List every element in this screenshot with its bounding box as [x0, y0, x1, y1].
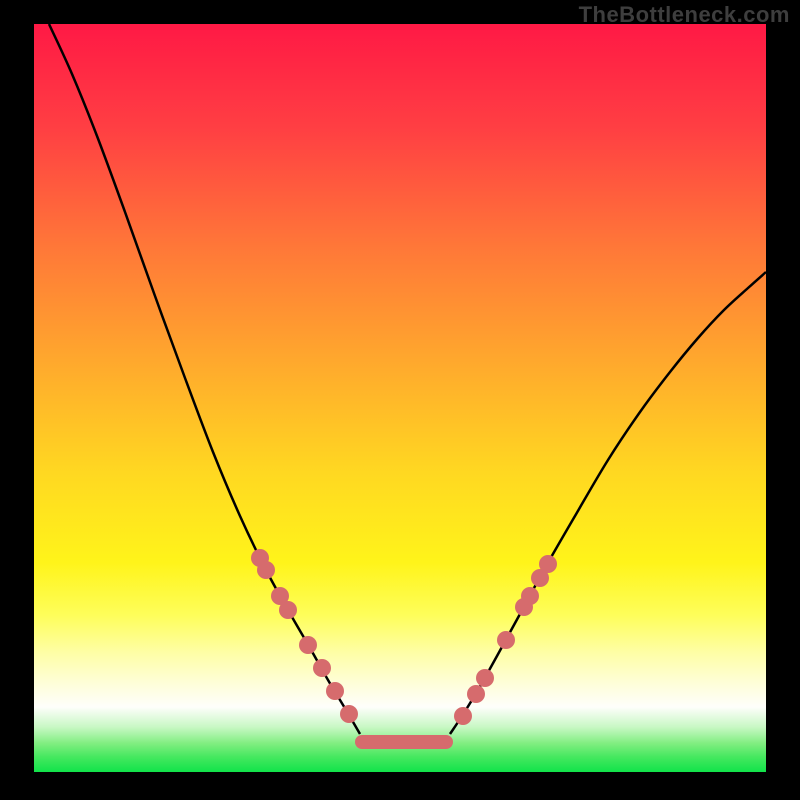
- marker-dot-left: [299, 636, 317, 654]
- chart-svg: [0, 0, 800, 800]
- marker-dot-right: [467, 685, 485, 703]
- marker-dot-right: [521, 587, 539, 605]
- marker-dot-right: [497, 631, 515, 649]
- marker-dot-left: [340, 705, 358, 723]
- marker-dot-left: [326, 682, 344, 700]
- bottleneck-curve-right: [450, 272, 766, 734]
- bottleneck-curve-left: [49, 24, 360, 734]
- chart-container: TheBottleneck.com: [0, 0, 800, 800]
- marker-dot-right: [476, 669, 494, 687]
- marker-dot-left: [313, 659, 331, 677]
- watermark-text: TheBottleneck.com: [579, 2, 790, 28]
- marker-dot-left: [257, 561, 275, 579]
- marker-dot-left: [279, 601, 297, 619]
- marker-dot-right: [454, 707, 472, 725]
- marker-dot-right: [539, 555, 557, 573]
